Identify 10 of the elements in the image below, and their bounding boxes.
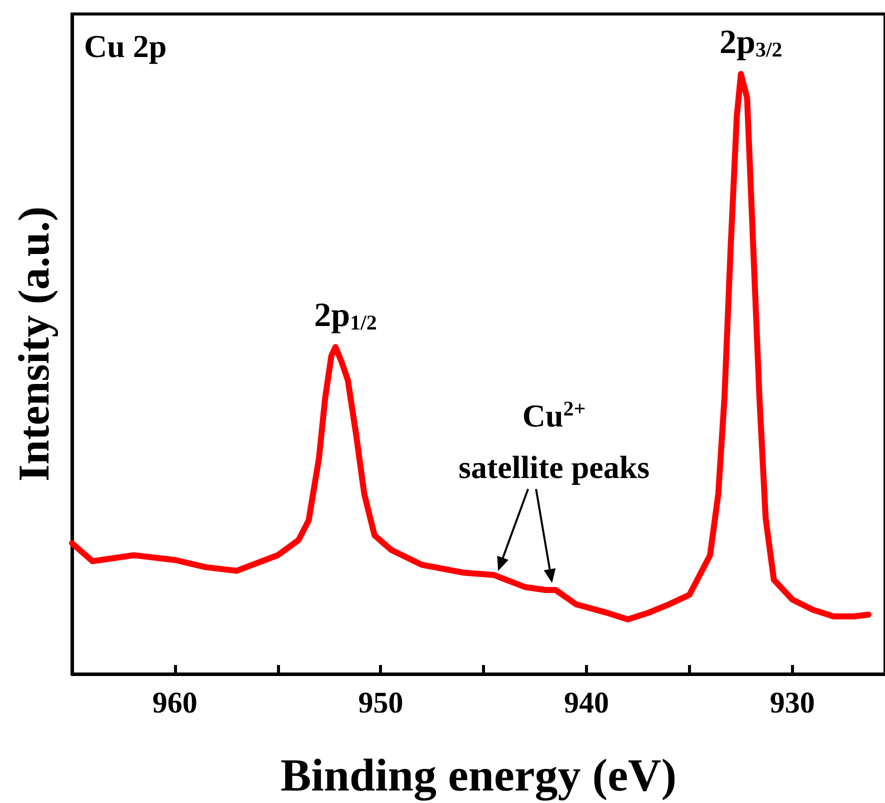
- y-axis-title: Intensity (a.u.): [10, 206, 58, 482]
- x-tick-label: 940: [564, 686, 610, 720]
- x-tick-label: 950: [358, 686, 404, 720]
- x-tick-label: 930: [770, 686, 815, 720]
- annotation: satellite peaks: [458, 449, 650, 485]
- annotation: 2p1/2: [314, 297, 377, 334]
- text: Cu 2p: [84, 28, 167, 64]
- x-tick-label: 960: [152, 686, 198, 720]
- annotation: 2p3/2: [720, 24, 782, 62]
- x-axis-title: Binding energy (eV): [280, 750, 677, 802]
